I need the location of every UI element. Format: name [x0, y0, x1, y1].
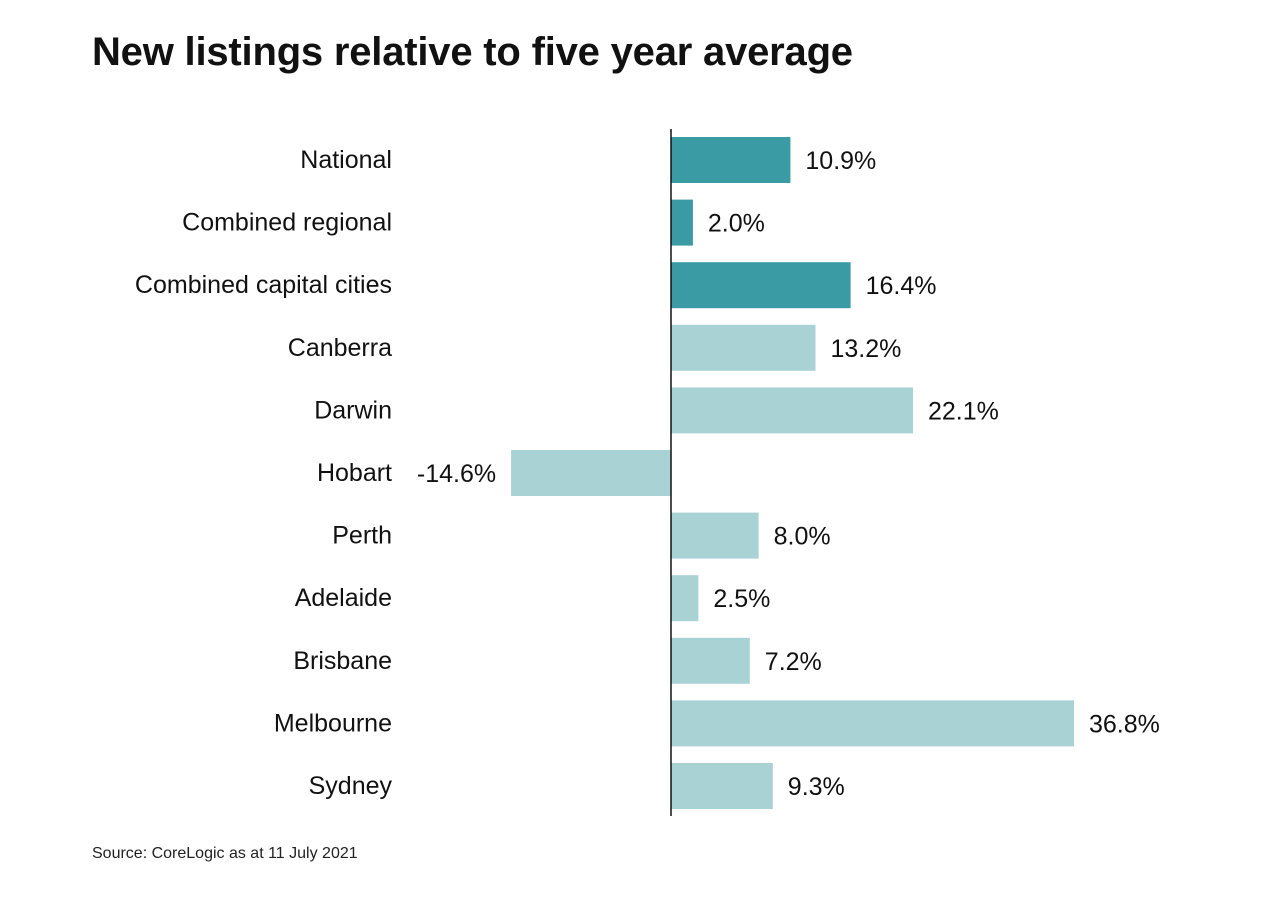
value-label: 9.3% — [788, 773, 845, 801]
bar-combined-regional — [671, 199, 693, 246]
bar-national — [671, 137, 791, 183]
value-label: 8.0% — [774, 523, 831, 551]
chart-title: New listings relative to five year avera… — [92, 30, 853, 74]
value-label: 10.9% — [805, 147, 876, 175]
bar-hobart — [511, 450, 671, 496]
bar-sydney — [671, 763, 773, 809]
category-label: National — [300, 146, 392, 174]
bar-canberra — [671, 324, 816, 371]
value-label: -14.6% — [417, 460, 496, 488]
value-label: 2.0% — [708, 210, 765, 238]
value-label: 7.2% — [765, 648, 822, 676]
value-label: 2.5% — [713, 585, 770, 613]
category-label: Melbourne — [274, 709, 392, 737]
bar-combined-capital-cities — [671, 262, 851, 309]
value-label: 22.1% — [928, 397, 999, 425]
category-label: Darwin — [314, 396, 392, 424]
value-label: 13.2% — [831, 335, 902, 363]
value-label: 36.8% — [1089, 710, 1160, 738]
category-label: Adelaide — [295, 584, 392, 612]
bar-brisbane — [671, 637, 750, 684]
category-label: Hobart — [317, 459, 392, 487]
category-label: Brisbane — [293, 647, 392, 675]
bar-adelaide — [671, 575, 699, 622]
bar-perth — [671, 512, 759, 559]
bar-melbourne — [671, 700, 1074, 747]
category-label: Sydney — [309, 772, 393, 800]
category-label: Combined capital cities — [135, 271, 392, 299]
source-note: Source: CoreLogic as at 11 July 2021 — [92, 845, 358, 862]
bar-darwin — [671, 387, 913, 434]
category-label: Canberra — [288, 334, 392, 362]
category-label: Combined regional — [182, 209, 392, 237]
category-label: Perth — [332, 522, 392, 550]
value-label: 16.4% — [866, 272, 937, 300]
